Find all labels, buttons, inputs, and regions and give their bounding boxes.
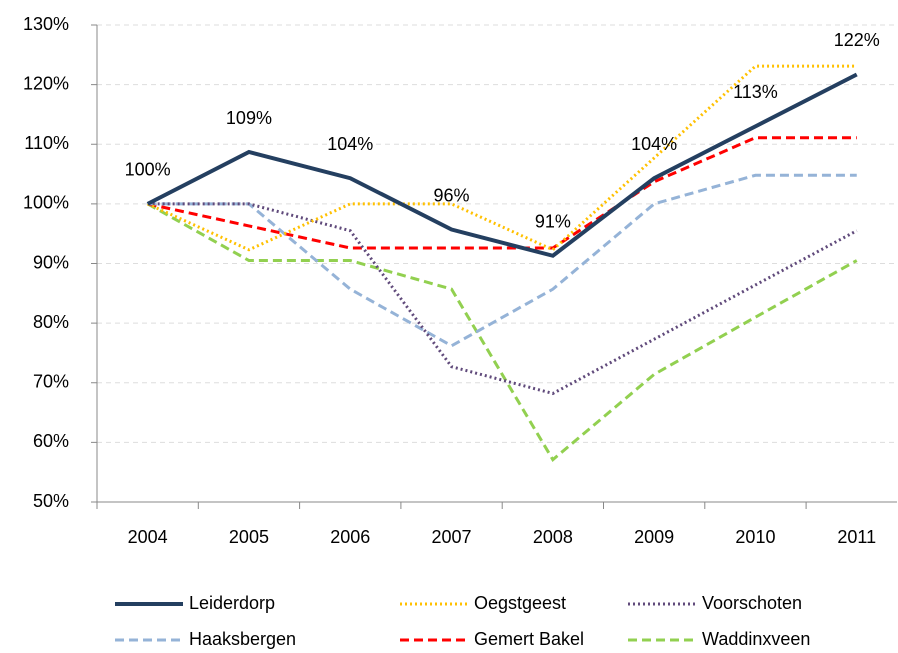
legend-label: Oegstgeest: [474, 593, 566, 613]
y-tick-label: 100%: [23, 193, 69, 213]
y-tick-label: 130%: [23, 14, 69, 34]
legend-label: Waddinxveen: [702, 629, 810, 649]
x-tick-label: 2005: [229, 527, 269, 547]
y-tick-label: 80%: [33, 312, 69, 332]
y-tick-label: 50%: [33, 491, 69, 511]
data-label: 122%: [834, 30, 880, 50]
data-label: 96%: [434, 185, 470, 205]
y-tick-label: 70%: [33, 372, 69, 392]
series-line: [147, 202, 858, 396]
data-label: 104%: [327, 134, 373, 154]
x-tick-label: 2008: [533, 527, 573, 547]
data-label: 113%: [733, 82, 778, 102]
legend-label: Voorschoten: [702, 593, 802, 613]
y-tick-label: 60%: [33, 431, 69, 451]
x-tick-label: 2004: [128, 527, 168, 547]
y-tick-label: 120%: [23, 73, 69, 93]
x-tick-label: 2007: [432, 527, 472, 547]
legend-label: Leiderdorp: [189, 593, 275, 613]
x-tick-label: 2009: [634, 527, 674, 547]
series-line: [147, 64, 857, 252]
data-label: 109%: [226, 108, 272, 128]
series-line: [147, 136, 857, 250]
series-line: [147, 173, 857, 348]
x-tick-label: 2010: [735, 527, 775, 547]
x-tick-label: 2006: [330, 527, 370, 547]
data-label: 91%: [535, 211, 571, 231]
y-tick-label: 110%: [24, 133, 69, 153]
legend-label: Haaksbergen: [189, 629, 296, 649]
legend-label: Gemert Bakel: [474, 629, 584, 649]
series-line: [146, 202, 858, 462]
data-label: 100%: [125, 160, 171, 180]
series-line: [146, 72, 858, 258]
x-tick-label: 2011: [837, 527, 876, 547]
data-label: 104%: [631, 134, 677, 154]
y-tick-label: 90%: [33, 252, 69, 272]
